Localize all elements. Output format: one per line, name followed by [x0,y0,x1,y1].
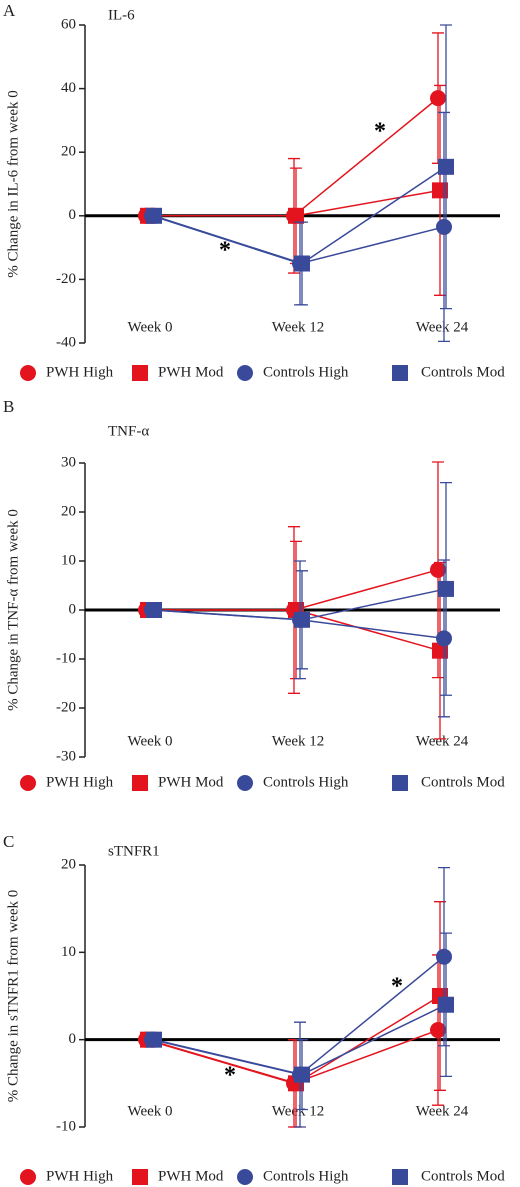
legend-label: Controls High [263,1168,349,1184]
legend-label: PWH Mod [158,1168,224,1184]
marker [392,365,408,381]
panel-letter: B [3,397,14,416]
y-axis-label: % Change in TNF-α from week 0 [5,509,21,711]
x-tick-label: Week 12 [272,1103,325,1119]
y-tick-label: 20 [61,144,76,160]
marker [438,580,454,597]
marker [146,602,162,618]
significance-mark: * [219,238,231,264]
y-tick-label: 0 [69,207,77,223]
marker [430,561,446,578]
marker [132,1169,148,1185]
marker [146,207,162,224]
x-tick-label: Week 24 [416,319,469,335]
y-axis-label: % Change in sTNFR1 from week 0 [5,890,21,1102]
marker [430,1022,446,1039]
marker [20,365,36,381]
marker [294,1066,310,1083]
panel-title: TNF-α [108,423,149,439]
legend-label: PWH High [46,364,114,380]
significance-mark: * [224,1063,236,1089]
legend-label: Controls High [263,364,349,380]
marker [438,996,454,1013]
marker [288,207,304,224]
marker [436,948,452,965]
marker [438,158,454,175]
y-tick-label: 10 [61,944,76,960]
y-tick-label: 0 [69,601,77,617]
y-tick-label: 40 [61,80,76,96]
marker [436,630,452,647]
marker [20,775,36,791]
marker [436,218,452,235]
x-tick-label: Week 0 [127,319,172,335]
marker [430,90,446,107]
panel-letter: C [3,832,14,851]
significance-mark: * [374,119,386,145]
marker [237,1169,253,1185]
legend-label: PWH High [46,774,114,790]
legend-label: Controls Mod [421,1168,505,1184]
significance-mark: * [391,974,403,1000]
x-tick-label: Week 12 [272,319,325,335]
marker [392,1169,408,1185]
y-tick-label: 30 [61,454,76,470]
legend-label: PWH High [46,1168,114,1184]
marker [20,1169,36,1185]
y-tick-label: 20 [61,856,76,872]
y-tick-label: -30 [56,748,76,764]
legend-label: Controls Mod [421,364,505,380]
legend-label: PWH Mod [158,364,224,380]
y-tick-label: 20 [61,503,76,519]
marker [392,775,408,791]
y-tick-label: 10 [61,552,76,568]
legend-label: PWH Mod [158,774,224,790]
marker [294,255,310,272]
x-tick-label: Week 24 [416,1103,469,1119]
marker [146,1031,162,1048]
marker [294,611,310,628]
marker [132,365,148,381]
panel-letter: A [3,1,16,20]
x-tick-label: Week 0 [127,1103,172,1119]
legend-label: Controls High [263,774,349,790]
y-tick-label: 0 [69,1031,77,1047]
y-tick-label: -20 [56,699,76,715]
x-tick-label: Week 0 [127,733,172,749]
marker [132,775,148,791]
marker [237,775,253,791]
x-tick-label: Week 12 [272,733,325,749]
panel-title: IL-6 [108,7,135,23]
marker [237,365,253,381]
panel-title: sTNFR1 [108,843,160,859]
y-tick-label: -10 [56,1118,76,1134]
y-axis-label: % Change in IL-6 from week 0 [5,90,21,277]
y-tick-label: -10 [56,650,76,666]
legend-label: Controls Mod [421,774,505,790]
x-tick-label: Week 24 [416,733,469,749]
y-tick-label: -40 [56,334,76,350]
y-tick-label: -20 [56,271,76,287]
y-tick-label: 60 [61,16,76,32]
